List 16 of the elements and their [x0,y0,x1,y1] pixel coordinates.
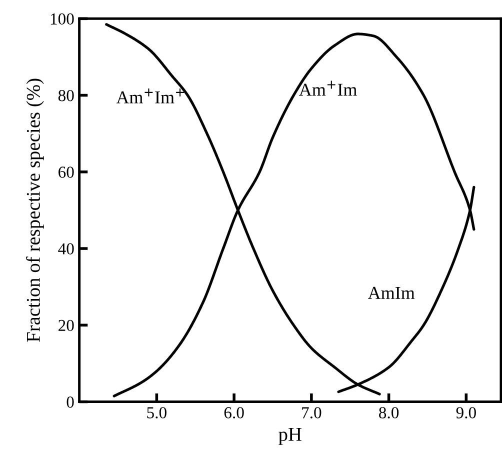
series-label: Am$^{+}$Im [299,80,357,96]
x-tick-label: 9.0 [456,407,476,418]
x-tick-label: 8.0 [379,407,399,418]
y-tick-label: 0 [66,396,74,408]
x-axis-title: pH [278,428,302,445]
y-tick-label: 80 [58,90,74,102]
x-tick-label: 6.0 [224,407,244,418]
y-tick-label: 20 [58,320,74,332]
x-tick-label: 5.0 [147,407,166,418]
series-label: Am$^{+}$Im$^{+}$ [116,88,184,104]
x-tick-label: 7.0 [302,407,322,418]
series-label: AmIm [368,286,415,299]
y-tick-label: 40 [58,243,74,254]
y-tick-label: 60 [58,166,74,178]
y-tick-label: 100 [50,13,74,25]
y-axis-title: Fraction of respective species (%) [26,78,44,342]
